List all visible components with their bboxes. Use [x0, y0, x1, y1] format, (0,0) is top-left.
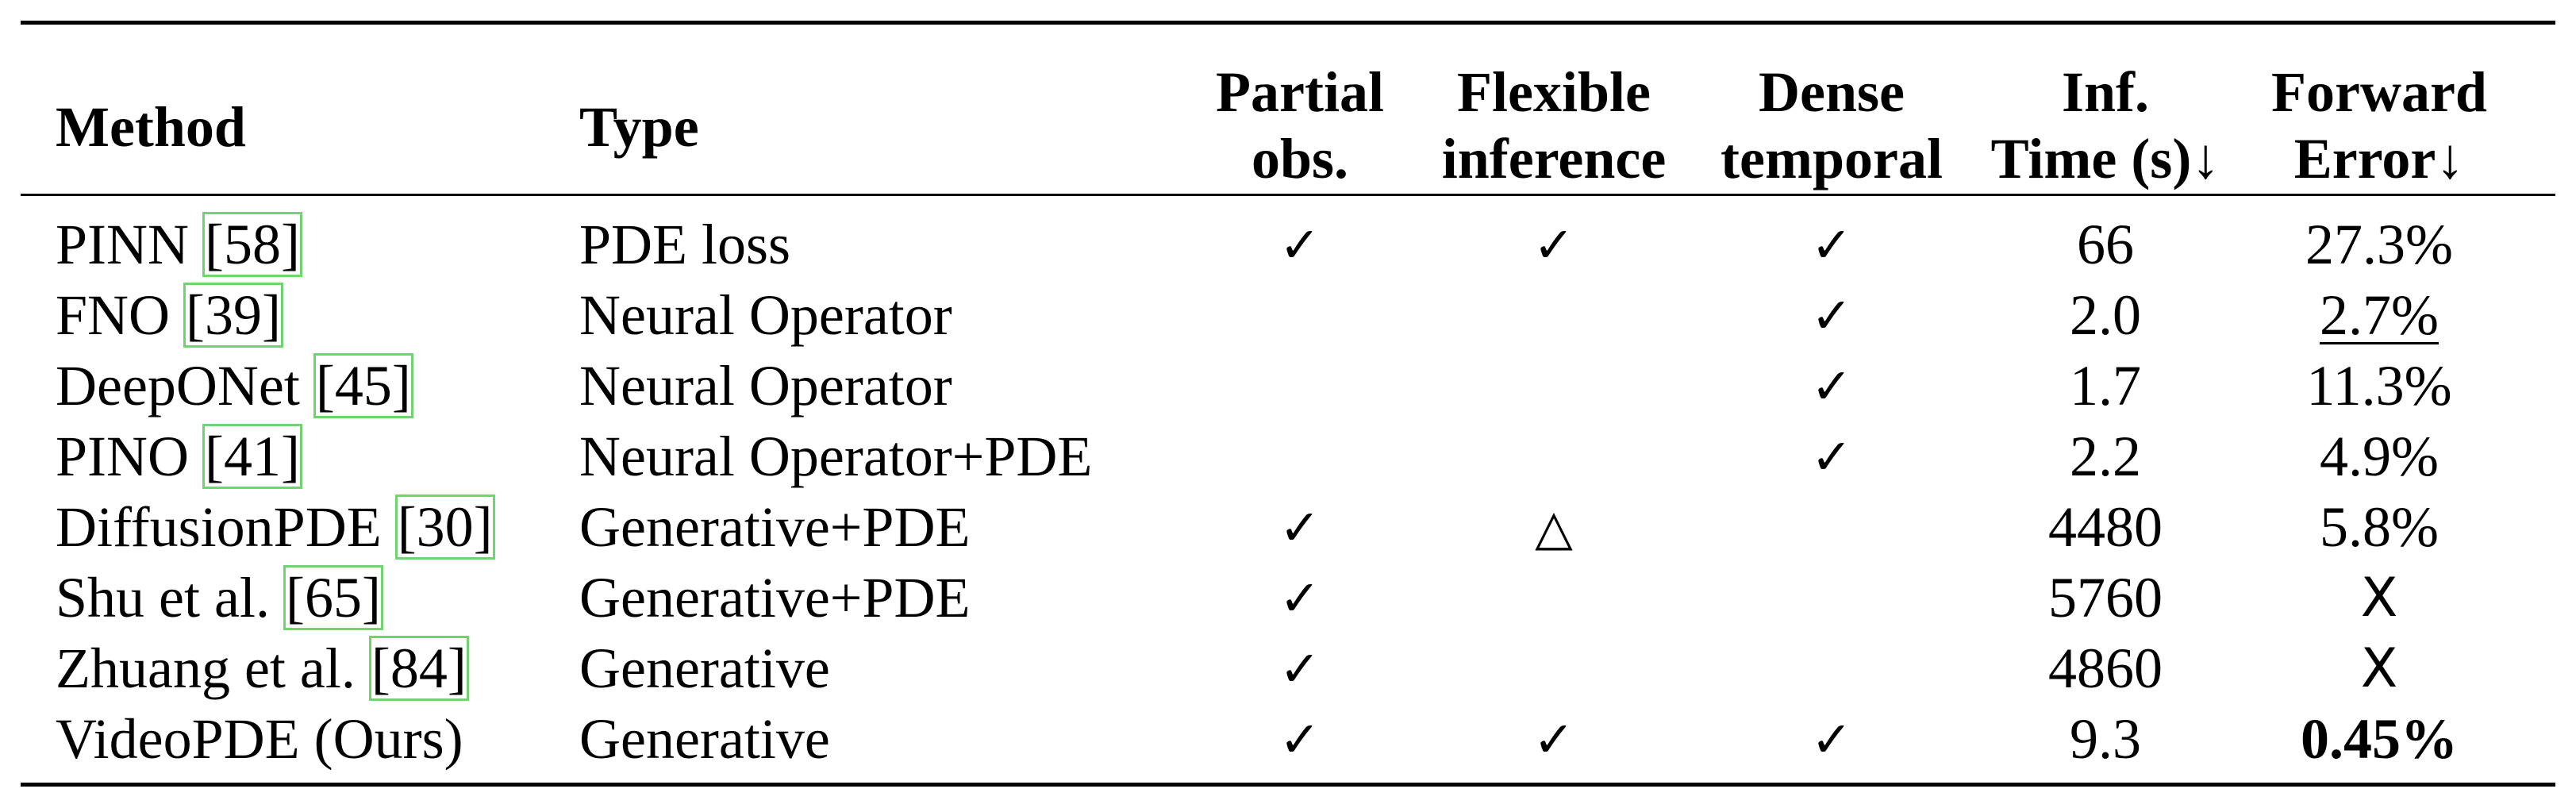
type-cell: Neural Operator: [579, 354, 952, 417]
header-time-line1: Inf.: [2061, 60, 2150, 124]
method-name: DeepONet: [56, 354, 314, 417]
method-name: Shu et al.: [56, 566, 284, 629]
dense-temporal-check: ✓: [1811, 216, 1852, 274]
flexible-inference-triangle: △: [1535, 498, 1573, 556]
method-cell: Zhuang et al. [84]: [56, 633, 469, 704]
method-name: Zhuang et al.: [56, 637, 370, 700]
inference-time-cell: 66: [2077, 213, 2134, 276]
table-row: Zhuang et al. [84] Generative ✓ 4860 X: [21, 633, 2555, 704]
flexible-inference-check: ✓: [1533, 216, 1574, 274]
header-partial-line1: Partial: [1216, 60, 1384, 124]
forward-error-x-mark: X: [2360, 567, 2398, 629]
method-name: PINO: [56, 425, 204, 488]
table-row: DeepONet [45] Neural Operator ✓ 1.7 11.3…: [21, 351, 2555, 421]
header-type: Type: [579, 95, 699, 159]
forward-error-cell: 4.9%: [2320, 425, 2439, 488]
method-name: FNO: [56, 283, 185, 347]
forward-error-cell: 2.7%: [2236, 280, 2522, 351]
method-cell: PINN [58]: [56, 210, 302, 280]
header-error-line1: Forward: [2271, 60, 2487, 124]
type-cell: Generative: [579, 637, 830, 700]
dense-temporal-check: ✓: [1811, 428, 1852, 486]
header-error-line2: Error↓: [2293, 127, 2465, 190]
inference-time-cell: 5760: [2048, 566, 2163, 629]
method-cell: FNO [39]: [56, 280, 283, 351]
forward-error-cell: 5.8%: [2320, 495, 2439, 559]
method-cell: DiffusionPDE [30]: [56, 492, 495, 563]
header-flexible-line1: Flexible: [1457, 60, 1651, 124]
table-row: PINO [41] Neural Operator+PDE ✓ 2.2 4.9%: [21, 421, 2555, 492]
partial-obs-check: ✓: [1279, 498, 1321, 556]
inference-time-cell: 2.0: [2070, 283, 2141, 347]
dense-temporal-check: ✓: [1811, 357, 1852, 415]
inference-time-cell: 4480: [2048, 495, 2163, 559]
citation-link[interactable]: [39]: [183, 283, 283, 348]
citation-link[interactable]: [58]: [202, 212, 302, 277]
header-partial-obs: Partial obs.: [1181, 59, 1419, 192]
header-time-line2: Time (s)↓: [1990, 127, 2220, 190]
type-cell: PDE loss: [579, 213, 791, 276]
type-cell: Neural Operator+PDE: [579, 425, 1093, 488]
method-cell: VideoPDE (Ours): [56, 704, 463, 775]
method-cell: DeepONet [45]: [56, 351, 413, 421]
partial-obs-check: ✓: [1279, 710, 1321, 768]
type-cell: Neural Operator: [579, 283, 952, 347]
inference-time-cell: 1.7: [2070, 354, 2141, 417]
dense-temporal-check: ✓: [1811, 287, 1852, 344]
table-row: FNO [39] Neural Operator ✓ 2.0 2.7%: [21, 280, 2555, 351]
forward-error-cell: 11.3%: [2306, 354, 2452, 417]
partial-obs-check: ✓: [1279, 640, 1321, 698]
header-dense-line2: temporal: [1721, 127, 1943, 190]
table-row: PINN [58] PDE loss ✓ ✓ ✓ 66 27.3%: [21, 210, 2555, 280]
table-top-rule: [21, 21, 2555, 25]
method-cell: Shu et al. [65]: [56, 563, 383, 633]
forward-error-cell: 27.3%: [2305, 213, 2453, 276]
second-best-error: 2.7%: [2320, 283, 2439, 347]
citation-link[interactable]: [41]: [202, 424, 302, 489]
header-forward-error: Forward Error↓: [2236, 59, 2522, 192]
partial-obs-check: ✓: [1279, 216, 1321, 274]
table-row: VideoPDE (Ours) Generative ✓ ✓ ✓ 9.3 0.4…: [21, 704, 2555, 775]
type-cell: Generative+PDE: [579, 495, 971, 559]
table-header-rule: [21, 194, 2555, 196]
method-cell: PINO [41]: [56, 421, 302, 492]
method-name: PINN: [56, 213, 204, 276]
citation-link[interactable]: [30]: [394, 494, 495, 560]
forward-error-x-mark: X: [2360, 637, 2398, 700]
method-name: VideoPDE (Ours): [56, 707, 463, 771]
table-row: DiffusionPDE [30] Generative+PDE ✓ △ 448…: [21, 492, 2555, 563]
method-name: DiffusionPDE: [56, 495, 396, 559]
header-inference-time: Inf. Time (s)↓: [1974, 59, 2236, 192]
header-flexible-line2: inference: [1441, 127, 1667, 190]
inference-time-cell: 9.3: [2070, 707, 2141, 771]
flexible-inference-check: ✓: [1533, 710, 1574, 768]
header-flexible-inference: Flexible inference: [1419, 59, 1689, 192]
header-dense-temporal: Dense temporal: [1689, 59, 1974, 192]
header-partial-line2: obs.: [1251, 127, 1349, 190]
type-cell: Generative+PDE: [579, 566, 971, 629]
dense-temporal-check: ✓: [1811, 710, 1852, 768]
partial-obs-check: ✓: [1279, 569, 1321, 627]
table-row: Shu et al. [65] Generative+PDE ✓ 5760 X: [21, 563, 2555, 633]
inference-time-cell: 4860: [2048, 637, 2163, 700]
citation-link[interactable]: [45]: [313, 353, 413, 418]
citation-link[interactable]: [84]: [368, 636, 469, 701]
inference-time-cell: 2.2: [2070, 425, 2141, 488]
header-method: Method: [56, 95, 246, 159]
table-bottom-rule: [21, 783, 2555, 787]
type-cell: Generative: [579, 707, 830, 771]
citation-link[interactable]: [65]: [283, 565, 383, 630]
header-dense-line1: Dense: [1759, 60, 1905, 124]
best-forward-error: 0.45%: [2301, 707, 2458, 771]
